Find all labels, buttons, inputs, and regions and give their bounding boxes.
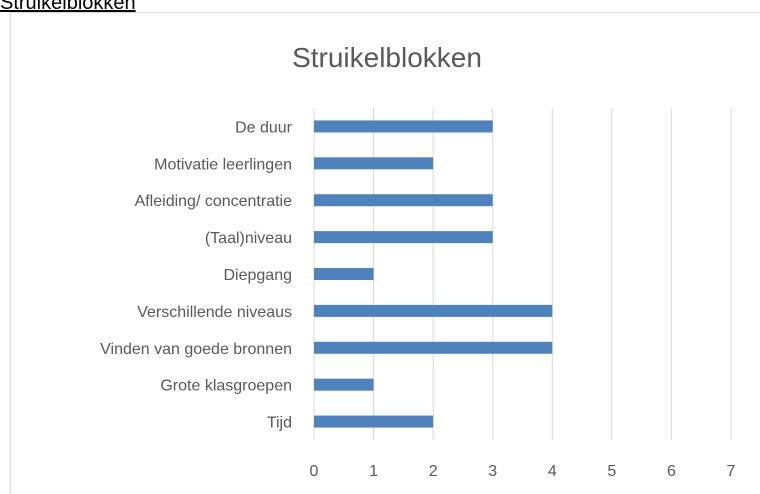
bar xyxy=(314,268,374,280)
bar xyxy=(314,378,374,391)
y-tick-label: Vinden van goede bronnen xyxy=(100,341,292,358)
y-tick-label: Verschillende niveaus xyxy=(137,304,292,321)
x-tick-label: 0 xyxy=(310,463,319,480)
bar xyxy=(314,341,553,354)
heading: Struikelblokken xyxy=(0,0,136,14)
x-tick-label: 5 xyxy=(607,463,616,480)
y-tick-label: (Taal)niveau xyxy=(205,230,292,247)
x-tick-label: 2 xyxy=(429,463,438,480)
x-tick-label: 6 xyxy=(667,463,676,480)
y-tick-label: Diepgang xyxy=(224,267,293,284)
bar xyxy=(314,415,434,428)
y-tick-label: Afleiding/ concentratie xyxy=(135,193,293,210)
x-tick-label: 1 xyxy=(369,463,378,480)
y-tick-label: Grote klasgroepen xyxy=(160,378,292,395)
y-tick-label: De duur xyxy=(235,119,293,136)
bar xyxy=(314,194,493,207)
bar xyxy=(314,304,553,317)
y-tick-label: Tijd xyxy=(267,415,292,432)
x-tick-label: 7 xyxy=(727,463,736,480)
bar xyxy=(314,120,493,133)
x-tick-label: 3 xyxy=(488,463,497,480)
bar xyxy=(314,231,493,244)
x-tick-label: 4 xyxy=(548,463,557,480)
chart-title: Struikelblokken xyxy=(292,42,482,73)
y-tick-label: Motivatie leerlingen xyxy=(154,156,292,173)
chart-border xyxy=(10,12,760,494)
bar xyxy=(314,157,434,170)
